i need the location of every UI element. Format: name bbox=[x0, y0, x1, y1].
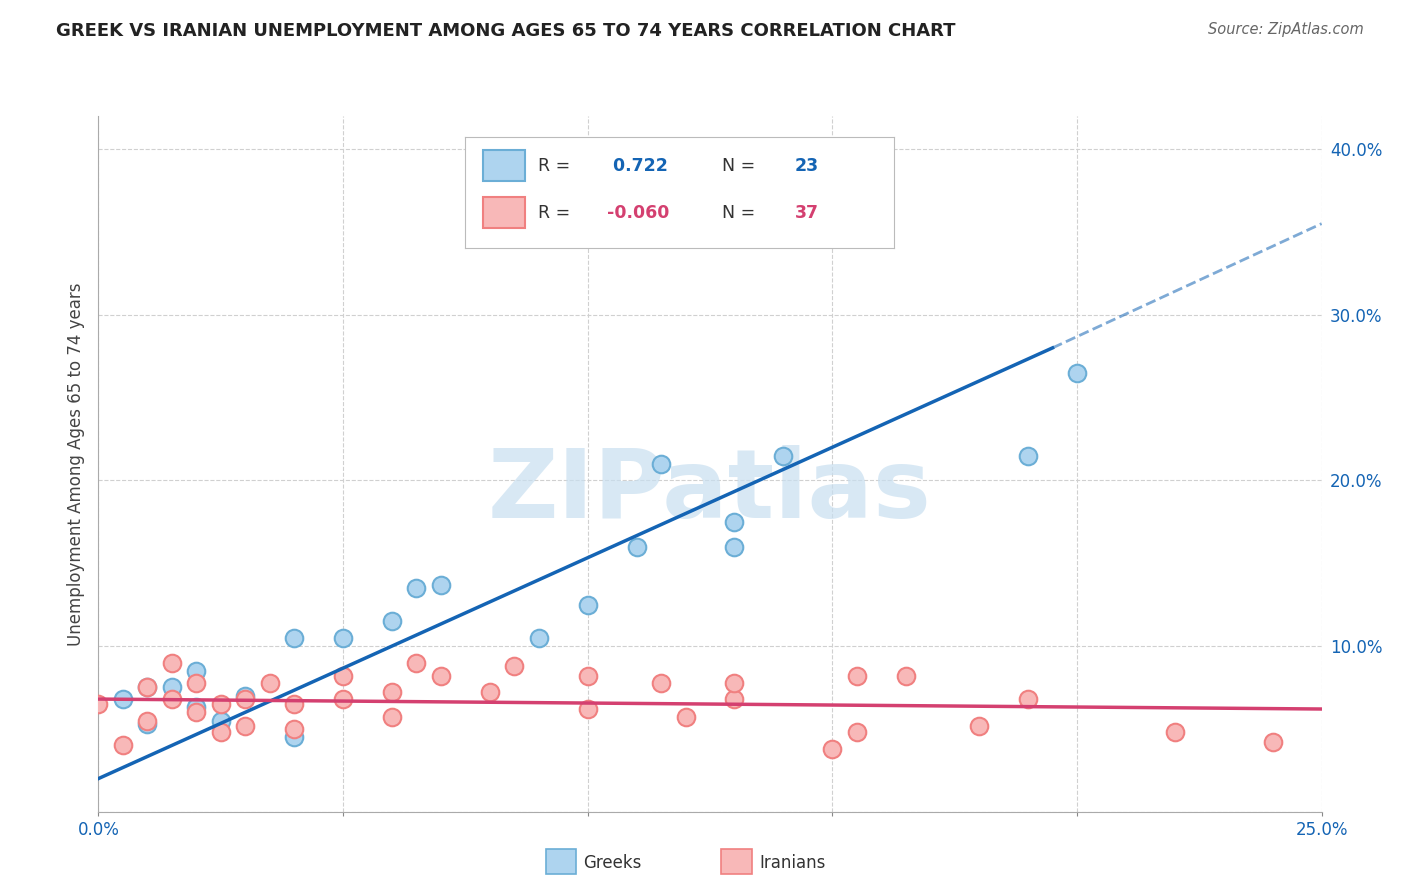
Text: Source: ZipAtlas.com: Source: ZipAtlas.com bbox=[1208, 22, 1364, 37]
Point bbox=[576, 702, 599, 716]
Point bbox=[136, 681, 159, 695]
Point bbox=[186, 700, 208, 714]
Point bbox=[967, 718, 990, 732]
Point bbox=[160, 692, 183, 706]
Point bbox=[1164, 725, 1187, 739]
Point bbox=[1066, 366, 1088, 380]
Point bbox=[160, 656, 183, 670]
Point bbox=[626, 540, 648, 554]
Point bbox=[723, 692, 745, 706]
Point bbox=[111, 692, 134, 706]
Point bbox=[186, 675, 208, 690]
Point bbox=[772, 449, 794, 463]
Point bbox=[503, 659, 526, 673]
Point bbox=[1261, 735, 1284, 749]
Point bbox=[675, 710, 697, 724]
Point bbox=[478, 685, 501, 699]
Point bbox=[430, 669, 453, 683]
Point bbox=[650, 457, 672, 471]
Point bbox=[111, 739, 134, 753]
Point bbox=[136, 681, 159, 695]
Point bbox=[381, 614, 404, 628]
Point bbox=[723, 540, 745, 554]
Point bbox=[283, 730, 305, 744]
Text: Iranians: Iranians bbox=[759, 855, 825, 872]
Point bbox=[527, 631, 550, 645]
Point bbox=[845, 725, 868, 739]
Point bbox=[405, 581, 427, 595]
Point bbox=[332, 631, 354, 645]
Point bbox=[233, 718, 256, 732]
Point bbox=[381, 685, 404, 699]
Point bbox=[723, 515, 745, 529]
Point bbox=[259, 675, 281, 690]
Point bbox=[209, 697, 232, 711]
Point bbox=[332, 669, 354, 683]
Text: ZIPatlas: ZIPatlas bbox=[488, 445, 932, 538]
Point bbox=[894, 669, 917, 683]
Y-axis label: Unemployment Among Ages 65 to 74 years: Unemployment Among Ages 65 to 74 years bbox=[66, 282, 84, 646]
Point bbox=[283, 631, 305, 645]
Text: GREEK VS IRANIAN UNEMPLOYMENT AMONG AGES 65 TO 74 YEARS CORRELATION CHART: GREEK VS IRANIAN UNEMPLOYMENT AMONG AGES… bbox=[56, 22, 956, 40]
Point bbox=[576, 598, 599, 612]
Point bbox=[136, 714, 159, 728]
Point bbox=[821, 741, 844, 756]
Point bbox=[1017, 449, 1039, 463]
Point bbox=[332, 692, 354, 706]
Point bbox=[136, 717, 159, 731]
Point bbox=[650, 675, 672, 690]
Point bbox=[430, 578, 453, 592]
Point bbox=[160, 681, 183, 695]
Point bbox=[233, 689, 256, 703]
Point bbox=[87, 697, 110, 711]
Point bbox=[186, 664, 208, 678]
Point bbox=[723, 675, 745, 690]
Point bbox=[283, 722, 305, 736]
Point bbox=[381, 710, 404, 724]
Point bbox=[576, 669, 599, 683]
Text: Greeks: Greeks bbox=[583, 855, 643, 872]
Point bbox=[209, 725, 232, 739]
Point bbox=[209, 714, 232, 728]
Point bbox=[405, 656, 427, 670]
Point bbox=[1017, 692, 1039, 706]
Point bbox=[186, 706, 208, 720]
Point bbox=[233, 692, 256, 706]
Point bbox=[283, 697, 305, 711]
Point bbox=[845, 669, 868, 683]
